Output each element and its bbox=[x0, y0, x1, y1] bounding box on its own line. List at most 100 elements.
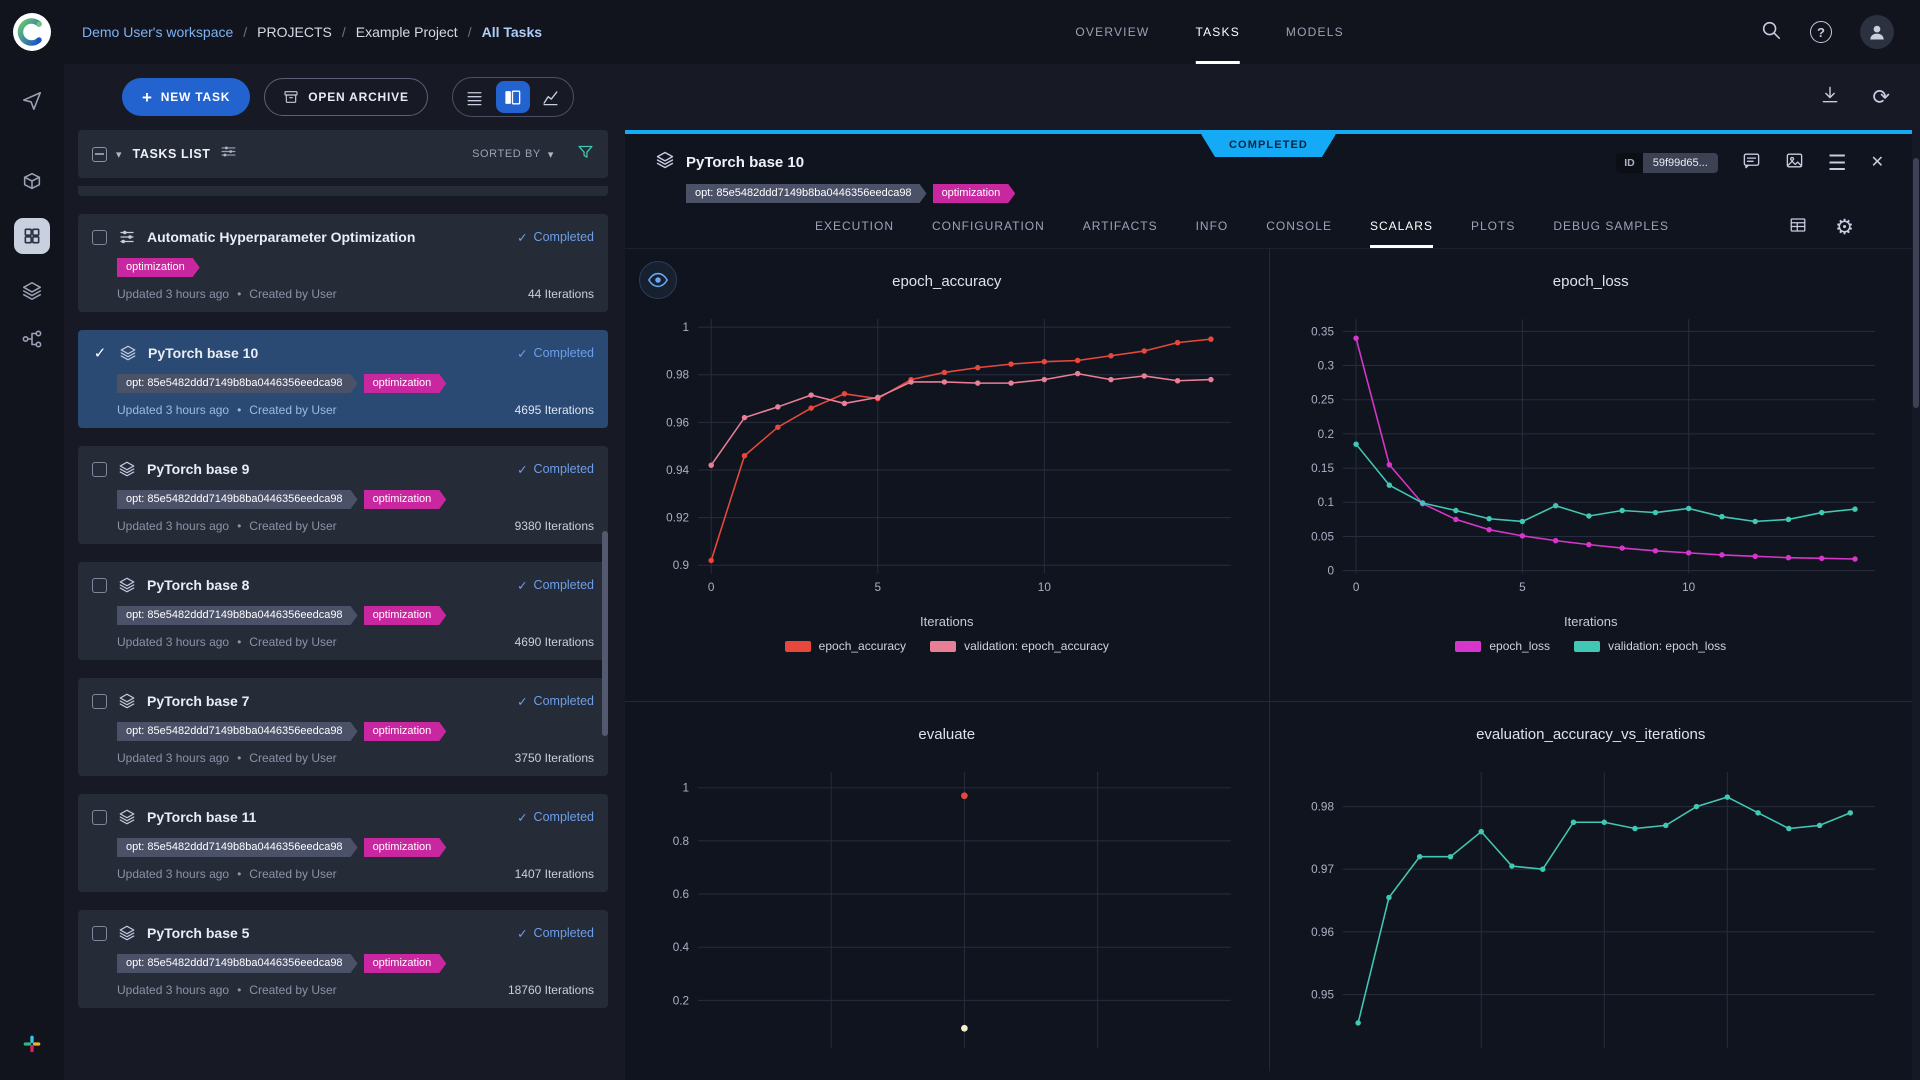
eye-toggle-button[interactable] bbox=[639, 261, 677, 299]
legend-item[interactable]: epoch_loss bbox=[1455, 639, 1550, 653]
tag-chip[interactable]: opt: 85e5482ddd7149b8ba0446356eedca98 bbox=[117, 606, 358, 625]
tag-chip[interactable]: opt: 85e5482ddd7149b8ba0446356eedca98 bbox=[117, 490, 358, 509]
help-icon[interactable]: ? bbox=[1810, 21, 1832, 43]
auto-refresh-icon[interactable]: ⟳ bbox=[1872, 85, 1890, 109]
tag-chip[interactable]: optimization bbox=[364, 838, 447, 857]
tag-chip[interactable]: optimization bbox=[364, 722, 447, 741]
tasks-list-scrollbar-thumb[interactable] bbox=[602, 531, 608, 736]
chart-plot[interactable]: 0.2 0.4 0.6 0.8 1 bbox=[643, 755, 1251, 1065]
svg-text:0.96: 0.96 bbox=[666, 416, 689, 429]
task-card[interactable]: ✓ PyTorch base 9 ✓ Completed opt: 85e548… bbox=[78, 446, 608, 544]
task-updated: Updated 3 hours ago bbox=[117, 519, 230, 533]
task-card[interactable]: ✓ PyTorch base 5 ✓ Completed opt: 85e548… bbox=[78, 910, 608, 1008]
topbar: Demo User's workspace / PROJECTS / Example P… bbox=[0, 0, 1920, 64]
task-tags: opt: 85e5482ddd7149b8ba0446356eedca98 opt… bbox=[117, 605, 594, 626]
customize-columns-icon[interactable] bbox=[220, 143, 237, 165]
tag-chip[interactable]: optimization bbox=[364, 374, 447, 393]
task-card[interactable]: ✓ PyTorch base 11 ✓ Completed opt: 85e54… bbox=[78, 794, 608, 892]
task-checkbox[interactable] bbox=[92, 693, 107, 709]
nav-datasets-icon[interactable] bbox=[21, 280, 43, 302]
detail-tab-artifacts[interactable]: ARTIFACTS bbox=[1082, 219, 1158, 233]
breadcrumb-item[interactable]: Demo User's workspace bbox=[82, 24, 234, 40]
tag-chip[interactable]: opt: 85e5482ddd7149b8ba0446356eedca98 bbox=[117, 954, 358, 973]
search-icon[interactable] bbox=[1760, 19, 1782, 46]
split-view-icon[interactable] bbox=[495, 81, 530, 113]
chevron-down-icon: ▾ bbox=[547, 148, 554, 161]
detail-tab-console[interactable]: CONSOLE bbox=[1266, 219, 1332, 233]
task-meta-row: Updated 3 hours ago • Created by User 14… bbox=[117, 867, 594, 881]
detail-tab-scalars[interactable]: SCALARS bbox=[1369, 207, 1433, 248]
task-card[interactable]: ✓ Automatic Hyperparameter Optimization … bbox=[78, 214, 608, 312]
tag-chip[interactable]: optimization bbox=[364, 606, 447, 625]
svg-text:0.1: 0.1 bbox=[1317, 496, 1333, 509]
task-checkbox[interactable] bbox=[92, 229, 107, 245]
image-icon[interactable] bbox=[1785, 151, 1804, 175]
task-meta-row: Updated 3 hours ago • Created by User 37… bbox=[117, 751, 594, 765]
task-checkbox[interactable] bbox=[92, 577, 107, 593]
task-title: PyTorch base 5 bbox=[147, 925, 250, 941]
detail-tab-plots[interactable]: PLOTS bbox=[1470, 219, 1516, 233]
close-icon[interactable]: ✕ bbox=[1870, 154, 1884, 171]
nav-pipelines-icon[interactable] bbox=[21, 328, 43, 350]
partial-task-card[interactable] bbox=[78, 186, 608, 196]
breadcrumb-item[interactable]: PROJECTS bbox=[257, 24, 332, 40]
detail-tab-execution[interactable]: EXECUTION bbox=[815, 219, 895, 233]
chart-plot[interactable]: 0.95 0.96 0.97 0.98 bbox=[1288, 755, 1895, 1065]
table-view-icon[interactable] bbox=[458, 81, 492, 113]
slack-icon[interactable] bbox=[22, 1034, 42, 1054]
breadcrumb-item[interactable]: All Tasks bbox=[481, 24, 543, 40]
avatar[interactable] bbox=[1860, 15, 1894, 49]
select-all-checkbox[interactable] bbox=[92, 146, 107, 162]
task-card[interactable]: ✓ PyTorch base 7 ✓ Completed opt: 85e548… bbox=[78, 678, 608, 776]
chart-view-icon[interactable] bbox=[534, 81, 568, 113]
tag-chip[interactable]: opt: 85e5482ddd7149b8ba0446356eedca98 bbox=[686, 184, 927, 203]
breadcrumb-separator: / bbox=[467, 24, 472, 40]
svg-text:1: 1 bbox=[683, 321, 690, 334]
legend-item[interactable]: epoch_accuracy bbox=[784, 639, 906, 653]
svg-text:0.3: 0.3 bbox=[1317, 359, 1333, 372]
nav-dashboard-icon[interactable] bbox=[21, 170, 43, 192]
svg-text:0.35: 0.35 bbox=[1311, 325, 1334, 338]
task-checkbox[interactable] bbox=[92, 809, 107, 825]
detail-tab-info[interactable]: INFO bbox=[1195, 219, 1229, 233]
chart-cell: epoch_loss 0 0.05 0.1 0.15 0.2 0.25 0.3 0.35 0 5 10… bbox=[1268, 249, 1913, 701]
download-icon[interactable] bbox=[1820, 85, 1840, 110]
task-checkbox[interactable] bbox=[92, 461, 107, 477]
breadcrumb-item[interactable]: Example Project bbox=[355, 24, 458, 40]
menu-icon[interactable]: ☰ bbox=[1827, 151, 1847, 175]
tag-chip[interactable]: optimization bbox=[364, 954, 447, 973]
task-id-chip[interactable]: ID 59f99d65... bbox=[1616, 153, 1718, 173]
page-scrollbar-thumb[interactable] bbox=[1913, 158, 1919, 408]
tag-chip[interactable]: opt: 85e5482ddd7149b8ba0446356eedca98 bbox=[117, 722, 358, 741]
detail-tab-configuration[interactable]: CONFIGURATION bbox=[932, 219, 1045, 233]
chart-plot[interactable]: 0 0.05 0.1 0.15 0.2 0.25 0.3 0.35 0 5 10 bbox=[1288, 302, 1895, 612]
tab-tasks[interactable]: TASKS bbox=[1195, 0, 1240, 64]
legend-item[interactable]: validation: epoch_loss bbox=[1574, 639, 1726, 653]
tag-chip[interactable]: optimization bbox=[117, 258, 200, 277]
tag-chip[interactable]: opt: 85e5482ddd7149b8ba0446356eedca98 bbox=[117, 374, 358, 393]
gear-icon[interactable]: ⚙ bbox=[1835, 216, 1854, 239]
task-status-badge: ✓ Completed bbox=[517, 694, 594, 709]
tab-models[interactable]: MODELS bbox=[1285, 25, 1344, 39]
detail-tab-debug-samples[interactable]: DEBUG SAMPLES bbox=[1553, 219, 1670, 233]
new-task-button[interactable]: + NEW TASK bbox=[122, 78, 251, 116]
metrics-table-icon[interactable] bbox=[1789, 216, 1807, 239]
open-archive-button[interactable]: OPEN ARCHIVE bbox=[264, 78, 428, 116]
legend-item[interactable]: validation: epoch_accuracy bbox=[930, 639, 1109, 653]
nav-projects-icon-active[interactable] bbox=[14, 218, 50, 254]
sorted-by-dropdown[interactable]: SORTED BY ▾ bbox=[472, 148, 554, 161]
clearml-logo-icon[interactable] bbox=[0, 12, 64, 52]
task-card[interactable]: ✓ PyTorch base 8 ✓ Completed opt: 85e548… bbox=[78, 562, 608, 660]
task-checkbox[interactable] bbox=[92, 925, 107, 941]
filter-icon[interactable] bbox=[577, 143, 594, 165]
task-card[interactable]: ✓ PyTorch base 10 ✓ Completed opt: 85e54… bbox=[78, 330, 608, 428]
tag-chip[interactable]: opt: 85e5482ddd7149b8ba0446356eedca98 bbox=[117, 838, 358, 857]
page-scrollbar[interactable] bbox=[1912, 130, 1920, 1080]
nav-getting-started-icon[interactable] bbox=[21, 90, 43, 112]
comment-icon[interactable] bbox=[1742, 151, 1761, 175]
chevron-down-icon[interactable]: ▾ bbox=[116, 148, 122, 161]
tab-overview[interactable]: OVERVIEW bbox=[1075, 25, 1150, 39]
tag-chip[interactable]: optimization bbox=[933, 184, 1016, 203]
tag-chip[interactable]: optimization bbox=[364, 490, 447, 509]
